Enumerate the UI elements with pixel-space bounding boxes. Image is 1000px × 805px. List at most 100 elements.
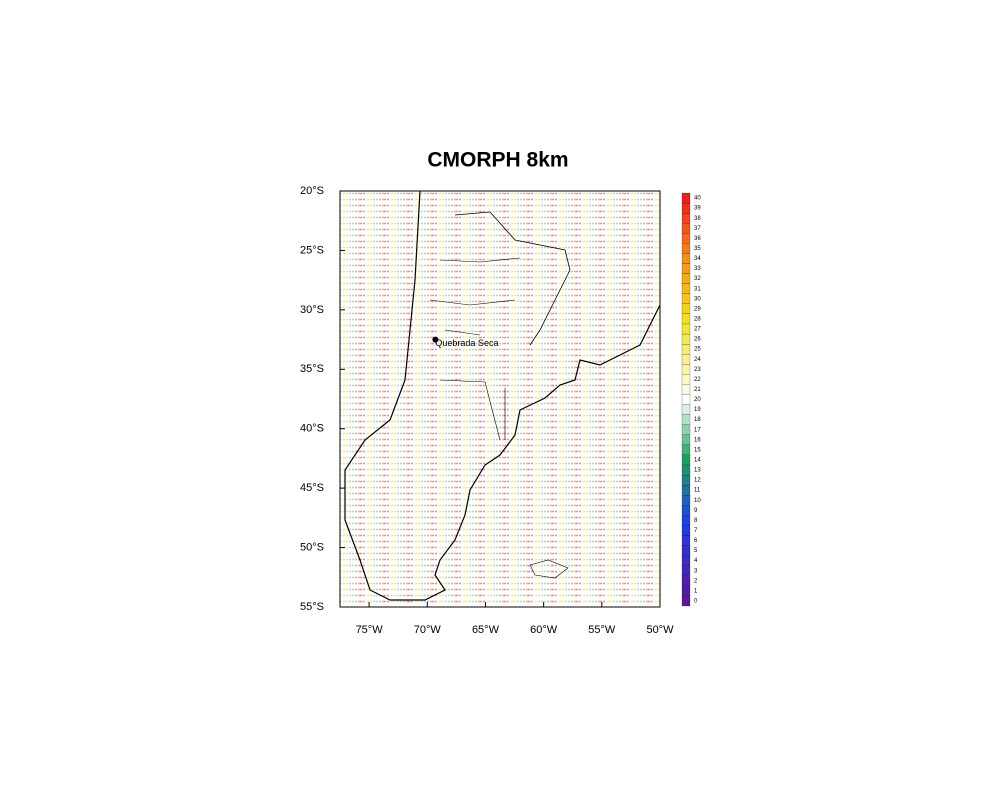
colorbar-label: 11 — [694, 488, 701, 494]
colorbar-label: 35 — [694, 246, 701, 252]
colorbar-label: 1 — [694, 588, 698, 594]
colorbar-box — [681, 515, 691, 526]
colorbar-label: 25 — [694, 347, 701, 353]
islands — [529, 559, 569, 579]
x-tick-label: 75°W — [356, 624, 384, 636]
province-borders — [429, 257, 521, 441]
colorbar-label: 33 — [694, 266, 701, 272]
colorbar-label: 2 — [694, 578, 698, 584]
colorbar-label: 18 — [694, 417, 701, 423]
colorbar-label: 31 — [694, 286, 701, 292]
colorbar-box — [681, 364, 691, 375]
colorbar-label: 39 — [694, 206, 701, 212]
colorbar-label: 8 — [694, 518, 698, 524]
map-frame — [339, 190, 661, 608]
colorbar-box — [681, 414, 691, 425]
colorbar-label: 22 — [694, 377, 701, 383]
place-marker — [432, 336, 439, 343]
colorbar-box — [681, 283, 691, 294]
colorbar-box — [681, 495, 691, 506]
colorbar-label: 19 — [694, 407, 701, 413]
colorbar-label: 34 — [694, 256, 701, 262]
colorbar-box — [681, 384, 691, 395]
x-tick-label: 65°W — [472, 624, 500, 636]
x-tick-label: 55°W — [588, 624, 616, 636]
colorbar-box — [681, 192, 691, 204]
colorbar-box — [681, 585, 691, 597]
colorbar-label: 12 — [694, 478, 701, 484]
colorbar-box — [681, 565, 691, 576]
colorbar-box — [681, 243, 691, 254]
colorbar-box — [681, 464, 691, 476]
colorbar-box — [681, 545, 691, 556]
colorbar-box — [681, 424, 691, 435]
colorbar-label: 13 — [694, 468, 701, 474]
colorbar-box — [681, 202, 691, 214]
colorbar-box — [681, 474, 691, 486]
colorbar-label: 26 — [694, 337, 701, 343]
colorbar-label: 16 — [694, 437, 701, 443]
colorbar-box — [681, 354, 691, 365]
colorbar-label: 17 — [694, 427, 701, 433]
colorbar-label: 38 — [694, 216, 701, 222]
colorbar-box — [681, 505, 691, 516]
colorbar: 0123456789101112131415161718192021222324… — [681, 192, 701, 607]
colorbar-box — [681, 263, 691, 274]
colorbar-label: 30 — [694, 296, 701, 302]
y-tick-label: 50°S — [300, 541, 324, 553]
colorbar-box — [681, 374, 691, 385]
colorbar-label: 27 — [694, 327, 701, 333]
colorbar-label: 7 — [694, 528, 698, 534]
colorbar-label: 4 — [694, 558, 698, 564]
map — [339, 190, 661, 608]
colorbar-label: 32 — [694, 276, 701, 282]
colorbar-box — [681, 485, 691, 496]
colorbar-box — [681, 525, 691, 536]
colorbar-box — [681, 333, 691, 345]
colorbar-box — [681, 444, 691, 456]
colorbar-label: 28 — [694, 316, 701, 322]
colorbar-label: 10 — [694, 498, 701, 504]
colorbar-label: 40 — [694, 196, 701, 202]
colorbar-box — [681, 223, 691, 234]
colorbar-label: 9 — [694, 508, 698, 514]
colorbar-label: 3 — [694, 568, 698, 574]
colorbar-box — [681, 404, 691, 415]
map-title: CMORPH 8km — [427, 149, 568, 172]
colorbar-box — [681, 253, 691, 264]
colorbar-label: 20 — [694, 397, 701, 403]
colorbar-box — [681, 343, 691, 355]
colorbar-label: 21 — [694, 387, 701, 393]
colorbar-label: 29 — [694, 306, 701, 312]
colorbar-label: 24 — [694, 357, 701, 363]
colorbar-box — [681, 323, 691, 335]
y-tick-label: 20°S — [300, 185, 324, 197]
colorbar-box — [681, 394, 691, 405]
colorbar-box — [681, 454, 691, 466]
colorbar-box — [681, 434, 691, 445]
colorbar-box — [681, 213, 691, 224]
colorbar-box — [681, 303, 691, 314]
precip-field — [340, 191, 660, 607]
x-tick-label: 60°W — [530, 624, 558, 636]
colorbar-box — [681, 273, 691, 284]
y-tick-label: 25°S — [300, 244, 324, 256]
colorbar-box — [681, 555, 691, 566]
x-tick-label: 50°W — [646, 624, 674, 636]
colorbar-label: 0 — [694, 599, 698, 605]
colorbar-label: 15 — [694, 447, 701, 453]
colorbar-label: 36 — [694, 236, 701, 242]
x-tick-label: 70°W — [414, 624, 442, 636]
colorbar-box — [681, 293, 691, 304]
border — [454, 211, 571, 346]
place-label: Quebrada Seca — [435, 338, 498, 348]
colorbar-label: 14 — [694, 458, 701, 464]
y-tick-label: 30°S — [300, 304, 324, 316]
colorbar-box — [681, 595, 691, 607]
colorbar-box — [681, 575, 691, 586]
colorbar-box — [681, 313, 691, 325]
colorbar-label: 37 — [694, 226, 701, 232]
y-tick-label: 45°S — [300, 482, 324, 494]
colorbar-box — [681, 535, 691, 546]
